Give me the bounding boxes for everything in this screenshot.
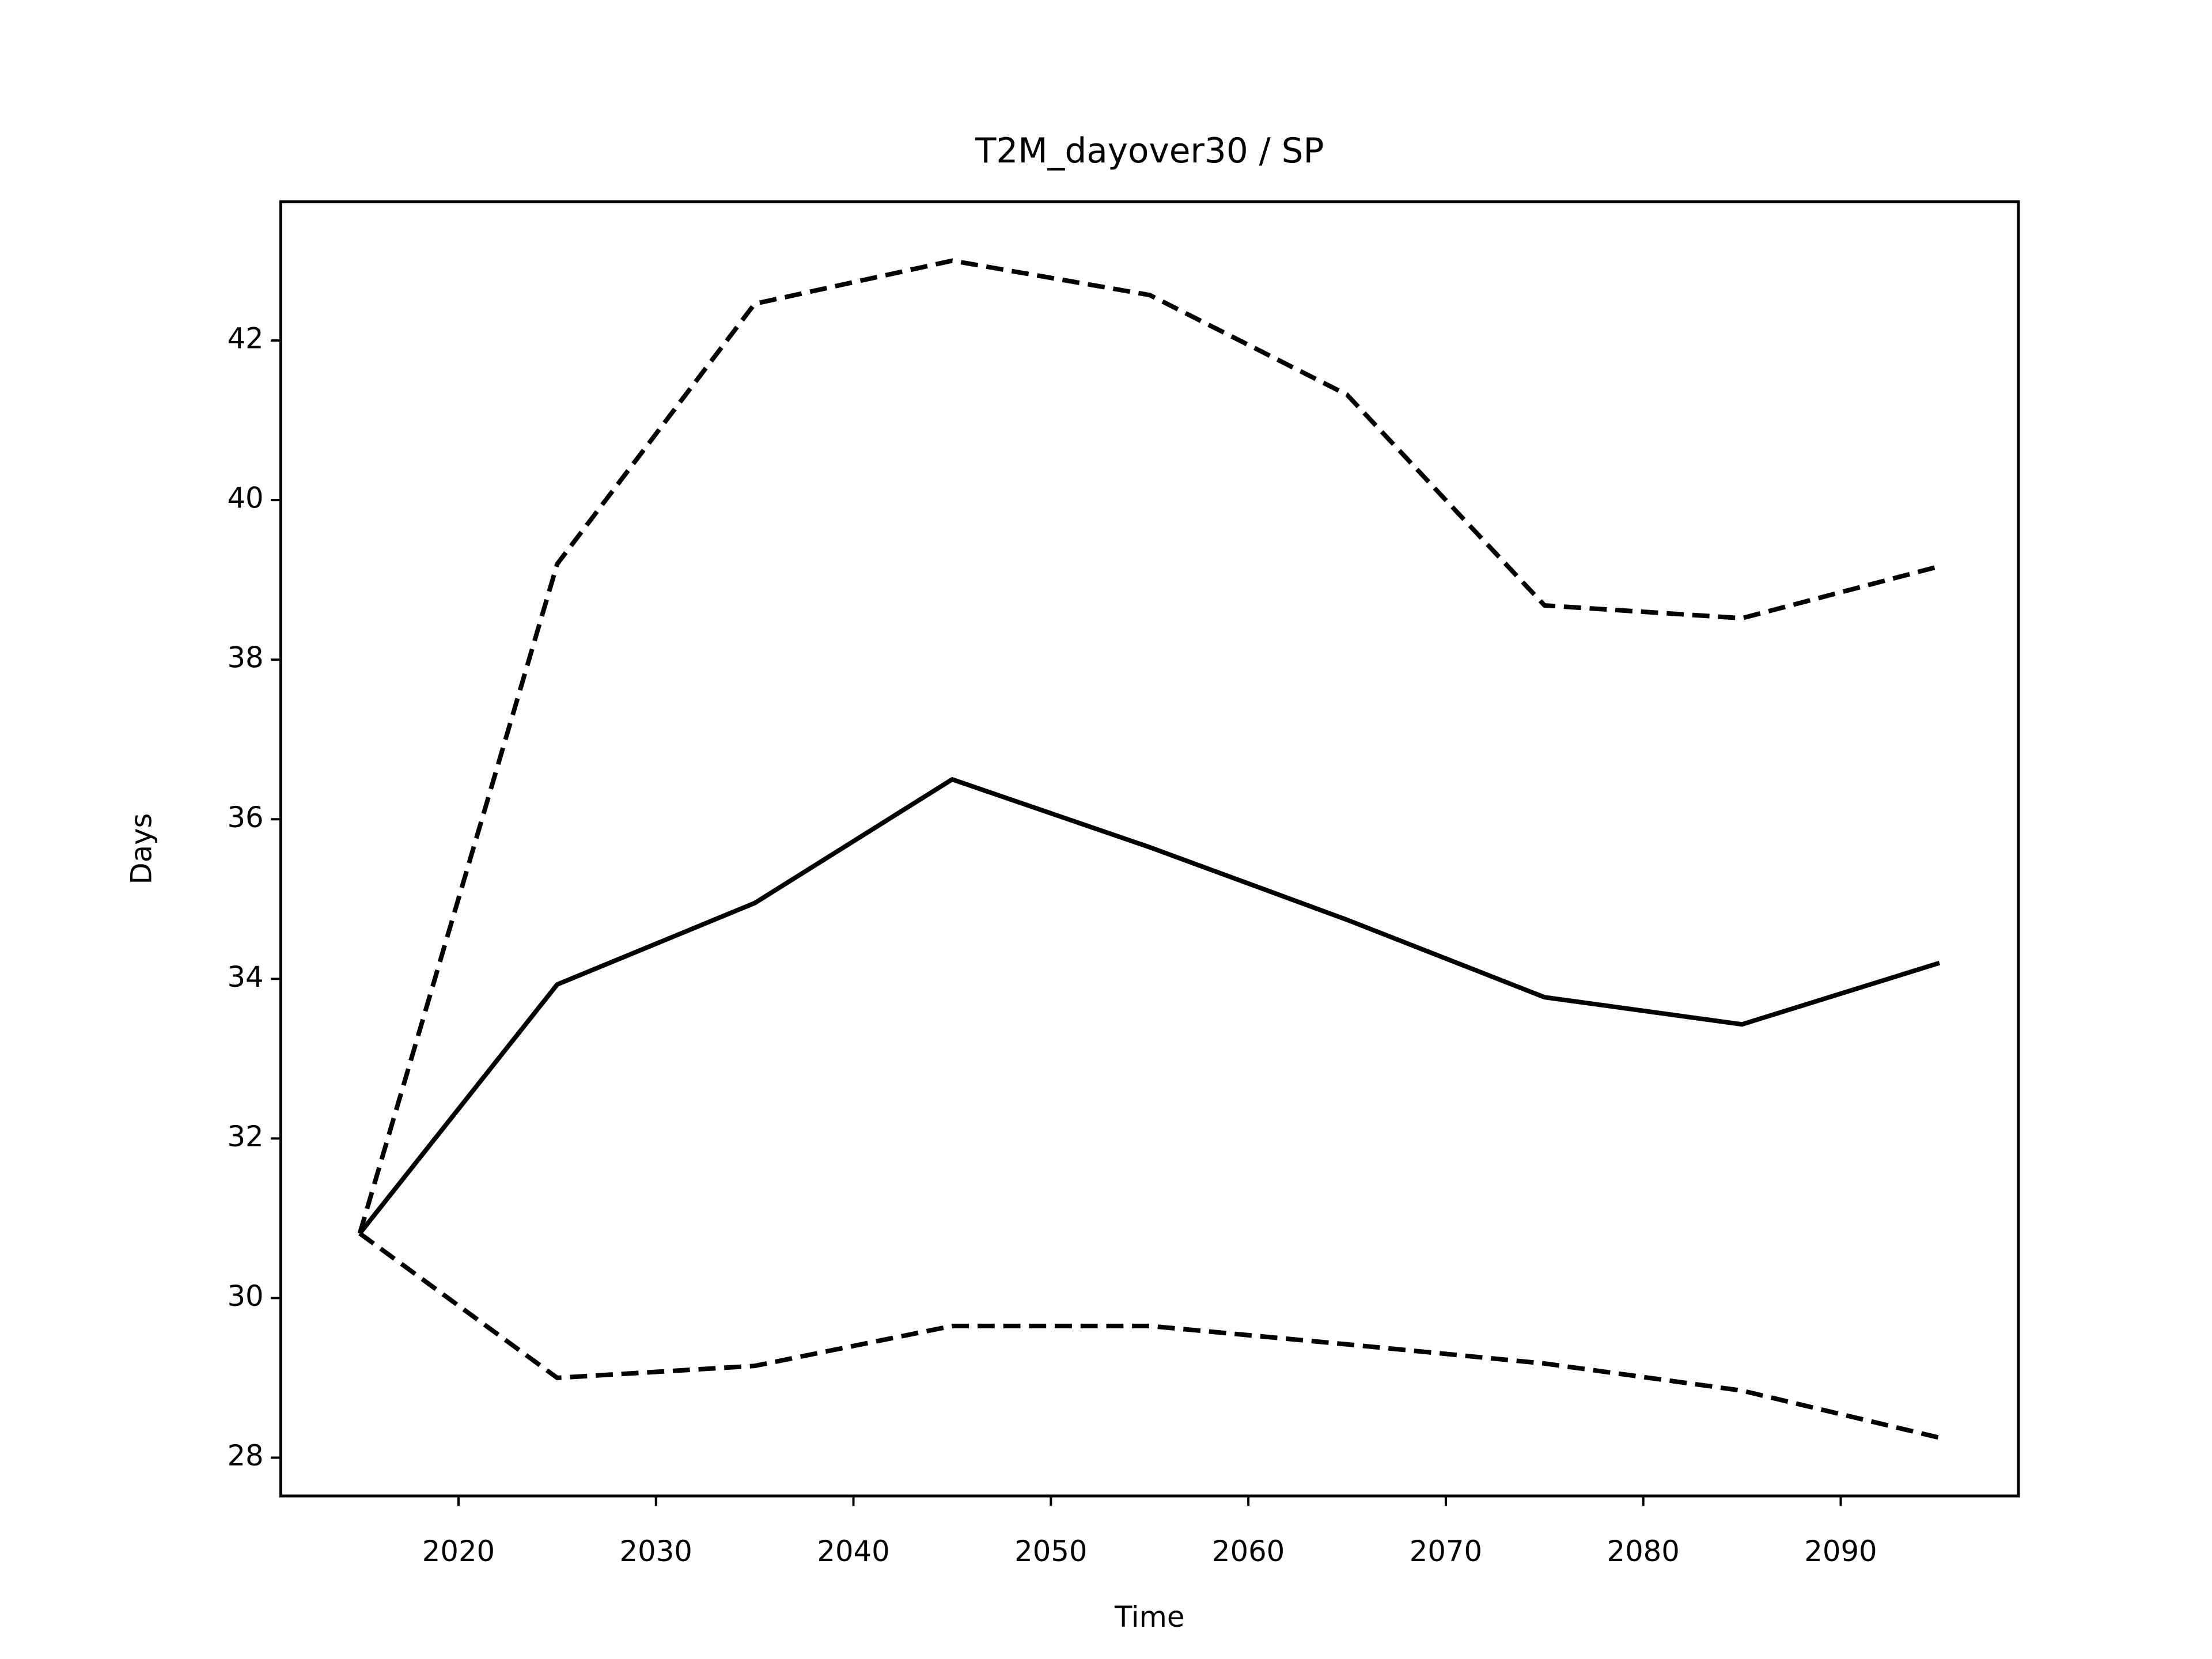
plot-frame xyxy=(279,200,2020,1498)
x-tick-label: 2040 xyxy=(817,1535,889,1568)
chart-title: T2M_dayover30 / SP xyxy=(975,131,1324,171)
x-tick-label: 2080 xyxy=(1607,1535,1680,1568)
y-tick-label: 30 xyxy=(227,1279,263,1313)
y-tick-label: 28 xyxy=(227,1439,263,1472)
y-tick-label: 38 xyxy=(227,641,263,675)
x-tick-label: 2090 xyxy=(1804,1535,1877,1568)
series-line xyxy=(358,777,1941,1235)
x-tick-label: 2050 xyxy=(1014,1535,1087,1568)
series-line xyxy=(357,258,1940,1234)
x-axis-label: Time xyxy=(1114,1600,1184,1634)
series-line xyxy=(358,1232,1940,1440)
x-tick-label: 2020 xyxy=(422,1535,495,1568)
x-tick-label: 2060 xyxy=(1212,1535,1285,1568)
y-tick-label: 32 xyxy=(227,1120,263,1153)
y-tick-label: 42 xyxy=(227,322,263,355)
x-tick-label: 2070 xyxy=(1410,1535,1482,1568)
y-tick-label: 34 xyxy=(227,960,263,994)
y-axis-label: Days xyxy=(125,813,158,885)
y-tick-label: 36 xyxy=(227,801,263,834)
y-tick-label: 40 xyxy=(227,482,263,515)
x-tick-label: 2030 xyxy=(620,1535,692,1568)
